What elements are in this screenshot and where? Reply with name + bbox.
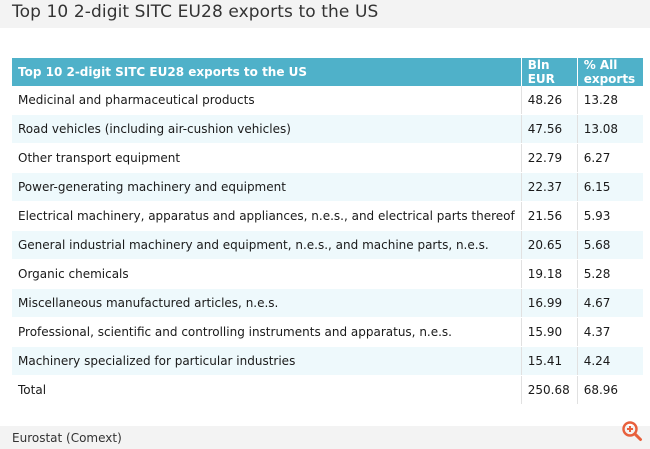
cell-name: Medicinal and pharmaceutical products [12,86,522,115]
cell-bln: 47.56 [521,114,578,144]
table-row: General industrial machinery and equipme… [12,230,643,260]
total-pct: 68.96 [577,375,643,405]
header-pct-all-exports: % All exports [577,58,643,86]
cell-pct: 4.37 [577,317,643,347]
cell-name: Electrical machinery, apparatus and appl… [12,201,522,231]
cell-bln: 15.41 [521,346,578,376]
cell-name: Road vehicles (including air-cushion veh… [12,114,522,144]
table-header-row: Top 10 2-digit SITC EU28 exports to the … [12,58,643,86]
cell-bln: 48.26 [521,86,578,115]
table-row: Road vehicles (including air-cushion veh… [12,114,643,144]
cell-pct: 4.24 [577,346,643,376]
table-row: Organic chemicals 19.18 5.28 [12,259,643,289]
cell-bln: 21.56 [521,201,578,231]
total-bln: 250.68 [521,375,578,405]
table-total-row: Total 250.68 68.96 [12,375,643,405]
source-note: Eurostat (Comext) [12,431,122,445]
header-bln-eur: Bln EUR [521,58,578,86]
cell-bln: 22.79 [521,143,578,173]
cell-pct: 4.67 [577,288,643,318]
cell-pct: 6.27 [577,143,643,173]
cell-name: Organic chemicals [12,259,522,289]
cell-name: Other transport equipment [12,143,522,173]
cell-pct: 5.28 [577,259,643,289]
cell-bln: 20.65 [521,230,578,260]
cell-pct: 13.28 [577,86,643,115]
table-row: Other transport equipment 22.79 6.27 [12,143,643,173]
table-row: Machinery specialized for particular ind… [12,346,643,376]
cell-bln: 22.37 [521,172,578,202]
cell-name: General industrial machinery and equipme… [12,230,522,260]
table-row: Professional, scientific and controlling… [12,317,643,347]
cell-pct: 6.15 [577,172,643,202]
cell-pct: 5.68 [577,230,643,260]
exports-table: Top 10 2-digit SITC EU28 exports to the … [12,58,643,405]
cell-name: Miscellaneous manufactured articles, n.e… [12,288,522,318]
cell-bln: 19.18 [521,259,578,289]
cell-name: Professional, scientific and controlling… [12,317,522,347]
cell-pct: 5.93 [577,201,643,231]
cell-name: Machinery specialized for particular ind… [12,346,522,376]
cell-bln: 15.90 [521,317,578,347]
page-title: Top 10 2-digit SITC EU28 exports to the … [12,2,379,22]
header-name: Top 10 2-digit SITC EU28 exports to the … [12,58,522,86]
cell-bln: 16.99 [521,288,578,318]
total-label: Total [12,375,522,405]
cell-pct: 13.08 [577,114,643,144]
table-row: Medicinal and pharmaceutical products 48… [12,86,643,115]
table-row: Electrical machinery, apparatus and appl… [12,201,643,231]
table-card: Top 10 2-digit SITC EU28 exports to the … [0,28,650,426]
cell-name: Power-generating machinery and equipment [12,172,522,202]
table-row: Miscellaneous manufactured articles, n.e… [12,288,643,318]
table-row: Power-generating machinery and equipment… [12,172,643,202]
zoom-in-icon[interactable] [621,420,643,442]
